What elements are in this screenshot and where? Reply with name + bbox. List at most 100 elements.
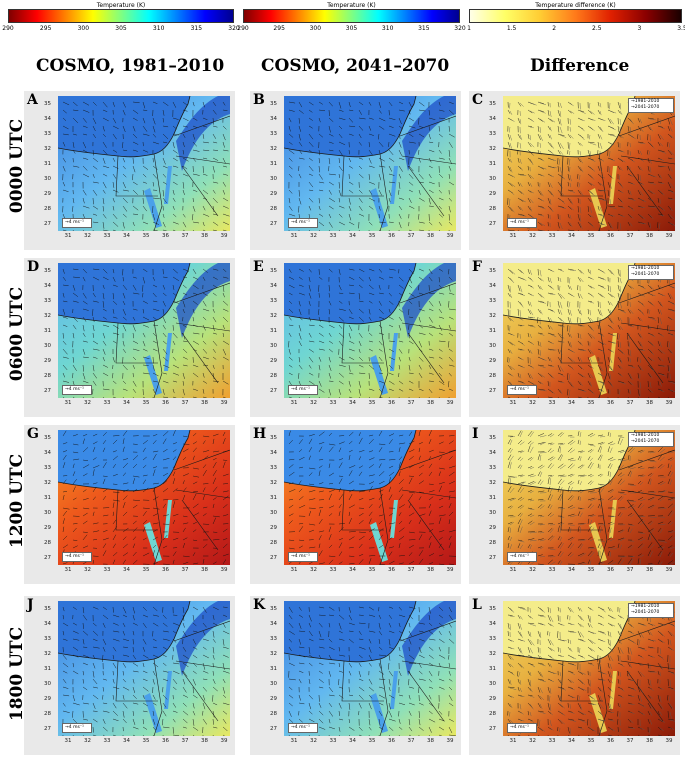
wind-vector	[448, 316, 454, 320]
wind-vector	[438, 101, 441, 106]
wind-vector	[667, 510, 673, 517]
wind-vector-future	[549, 365, 555, 368]
wind-vector	[647, 670, 655, 673]
wind-vector	[132, 614, 135, 621]
wind-vector	[587, 559, 591, 565]
wind-vector-future	[549, 631, 551, 637]
wind-vector-future	[509, 522, 515, 526]
wind-vector	[338, 213, 343, 218]
latitude-tick-label: 28	[44, 540, 51, 546]
longitude-tick-label: 33	[548, 400, 556, 406]
wind-vector	[102, 388, 110, 391]
wind-vector	[577, 526, 580, 533]
wind-vector	[162, 125, 169, 128]
wind-vector	[428, 718, 436, 723]
wind-vector-future	[519, 174, 527, 176]
wind-vector	[617, 437, 621, 445]
wind-vector	[607, 606, 611, 612]
wind-vector	[378, 133, 380, 140]
longitude-tick-label: 31	[509, 567, 517, 573]
wind-vector	[358, 531, 366, 533]
wind-vector	[202, 221, 205, 227]
wind-vector	[328, 662, 336, 665]
wind-vector	[438, 471, 441, 477]
mediterranean-sea	[503, 430, 635, 491]
wind-vector	[162, 438, 167, 445]
wind-vector	[298, 670, 304, 673]
wind-vector	[637, 372, 639, 379]
wind-vector	[92, 276, 100, 281]
panel-label: B	[253, 92, 265, 108]
wind-vector	[537, 205, 544, 208]
wind-vector	[448, 229, 450, 231]
wind-vector	[567, 332, 571, 337]
wind-vector	[112, 292, 115, 300]
latitude-tick-label: 32	[44, 480, 51, 486]
wind-vector	[358, 543, 363, 549]
wind-vector	[368, 504, 373, 509]
wind-vector	[348, 614, 353, 621]
colorbar-ticks: 290 295 300 305 310 315 320	[2, 25, 239, 33]
wind-vector	[577, 702, 582, 709]
wind-vector	[308, 702, 312, 710]
wind-vector	[338, 364, 346, 367]
wind-vector	[408, 504, 411, 509]
wind-vector-future	[639, 285, 646, 290]
wind-vector	[507, 133, 511, 140]
wind-vector	[308, 380, 315, 385]
wind-vector-future	[609, 301, 613, 306]
wind-vector-future	[619, 607, 621, 613]
wind-vector	[182, 710, 189, 716]
wind-vector	[338, 268, 341, 275]
wind-vector	[418, 638, 425, 642]
wind-vector	[298, 638, 302, 645]
wind-vector	[348, 229, 351, 231]
wind-vector-future	[599, 110, 602, 116]
wind-vector-future	[559, 711, 566, 716]
wind-vector	[418, 472, 423, 477]
wind-vector	[142, 165, 149, 170]
wind-vector	[438, 718, 445, 722]
wind-vector	[298, 702, 305, 705]
gulf-water	[164, 671, 172, 709]
wind-vector	[667, 292, 672, 299]
wind-vector-future	[559, 174, 566, 180]
wind-vector	[222, 396, 227, 398]
wind-vector	[222, 450, 230, 453]
wind-vector	[527, 498, 533, 501]
wind-vector	[557, 525, 560, 533]
wind-vector	[142, 133, 150, 136]
wind-vector	[348, 454, 351, 461]
wind-vector	[597, 292, 603, 297]
wind-vector	[438, 654, 446, 659]
wind-vector	[82, 473, 88, 477]
wind-vector	[597, 662, 599, 670]
wind-vector	[408, 734, 412, 736]
wind-vector	[348, 189, 354, 194]
wind-vector	[338, 149, 343, 156]
wind-vector	[62, 109, 67, 114]
wind-vector	[597, 372, 603, 376]
wind-vector	[182, 494, 186, 501]
wind-vector	[102, 173, 108, 177]
wind-vector	[567, 495, 573, 501]
wind-vector	[152, 380, 159, 383]
wind-vector	[202, 495, 205, 501]
country-border	[598, 205, 608, 231]
wind-vector	[132, 489, 138, 493]
wind-vector	[338, 662, 341, 668]
wind-vector	[627, 622, 633, 627]
wind-vector	[318, 686, 324, 689]
wind-vector	[142, 276, 146, 284]
wind-vector	[328, 109, 330, 117]
wind-vector	[408, 173, 414, 179]
longitude-tick-label: 34	[349, 233, 356, 239]
wind-vector	[408, 189, 413, 193]
wind-vector-future	[659, 389, 665, 392]
wind-vector	[567, 165, 569, 172]
wind-vector	[378, 117, 386, 122]
wind-vector	[62, 494, 65, 501]
wind-vector	[627, 499, 634, 502]
wind-vector-future	[539, 623, 546, 626]
wind-vector	[192, 710, 196, 716]
